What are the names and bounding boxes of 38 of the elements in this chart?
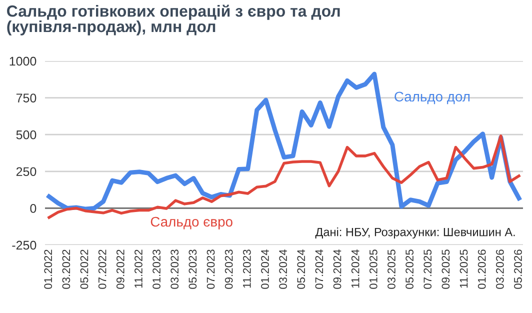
x-tick-label: 05.2023: [188, 250, 197, 289]
y-tick-label: 750: [16, 94, 36, 102]
x-tick-label: 09.2022: [116, 250, 124, 289]
x-tick-label: 01.2023: [152, 250, 160, 289]
x-tick-label: 05.2026: [514, 250, 522, 289]
y-tick-label: 250: [16, 167, 36, 176]
x-tick-label: 01.2026: [478, 250, 486, 289]
x-tick-label: 11.2023: [242, 250, 251, 288]
x-tick-label: 11.2024: [351, 249, 360, 288]
x-tick-label: 07.2023: [206, 250, 215, 289]
x-tick-label: 07.2022: [98, 250, 106, 289]
x-tick-label: 03.2026: [496, 250, 504, 289]
x-tick-label: 01.2022: [44, 250, 52, 289]
x-tick-label: 07.2025: [424, 250, 432, 289]
x-tick-label: 03.2024: [279, 249, 287, 289]
annotation: Дані: НБУ, Розрахунки: Шевчишин А.: [315, 228, 515, 239]
series-label: Сальдо дол: [394, 92, 470, 104]
y-tick-label: 1000: [10, 56, 36, 66]
x-tick-label: 11.2022: [134, 250, 142, 288]
x-tick-label: 01.2025: [369, 250, 378, 289]
x-tick-label: 03.2022: [62, 250, 70, 289]
x-tick-label: 03.2025: [388, 250, 396, 289]
line-series: [46, 72, 522, 212]
x-tick-label: 09.2023: [224, 250, 233, 289]
x-tick-label: 03.2023: [170, 250, 179, 289]
x-tick-label: 05.2024: [297, 249, 306, 289]
x-tick-label: 09.2025: [442, 250, 450, 289]
chart-title: Сальдо готівкових операцій з євро та дол (купівля-продаж), млн дол: [7, 4, 340, 36]
series-label: Сальдо євро: [150, 216, 232, 230]
y-tick-label: -250: [12, 240, 36, 250]
y-tick-label: 0: [30, 204, 36, 213]
x-tick-label: 01.2024: [261, 249, 269, 289]
x-tick-label: 05.2025: [406, 250, 414, 289]
y-tick-label: 500: [16, 130, 36, 140]
x-tick-label: 11.2025: [460, 250, 468, 288]
x-tick-label: 09.2024: [333, 249, 342, 289]
x-tick-label: 05.2022: [80, 250, 88, 289]
x-tick-label: 07.2024: [315, 249, 324, 289]
